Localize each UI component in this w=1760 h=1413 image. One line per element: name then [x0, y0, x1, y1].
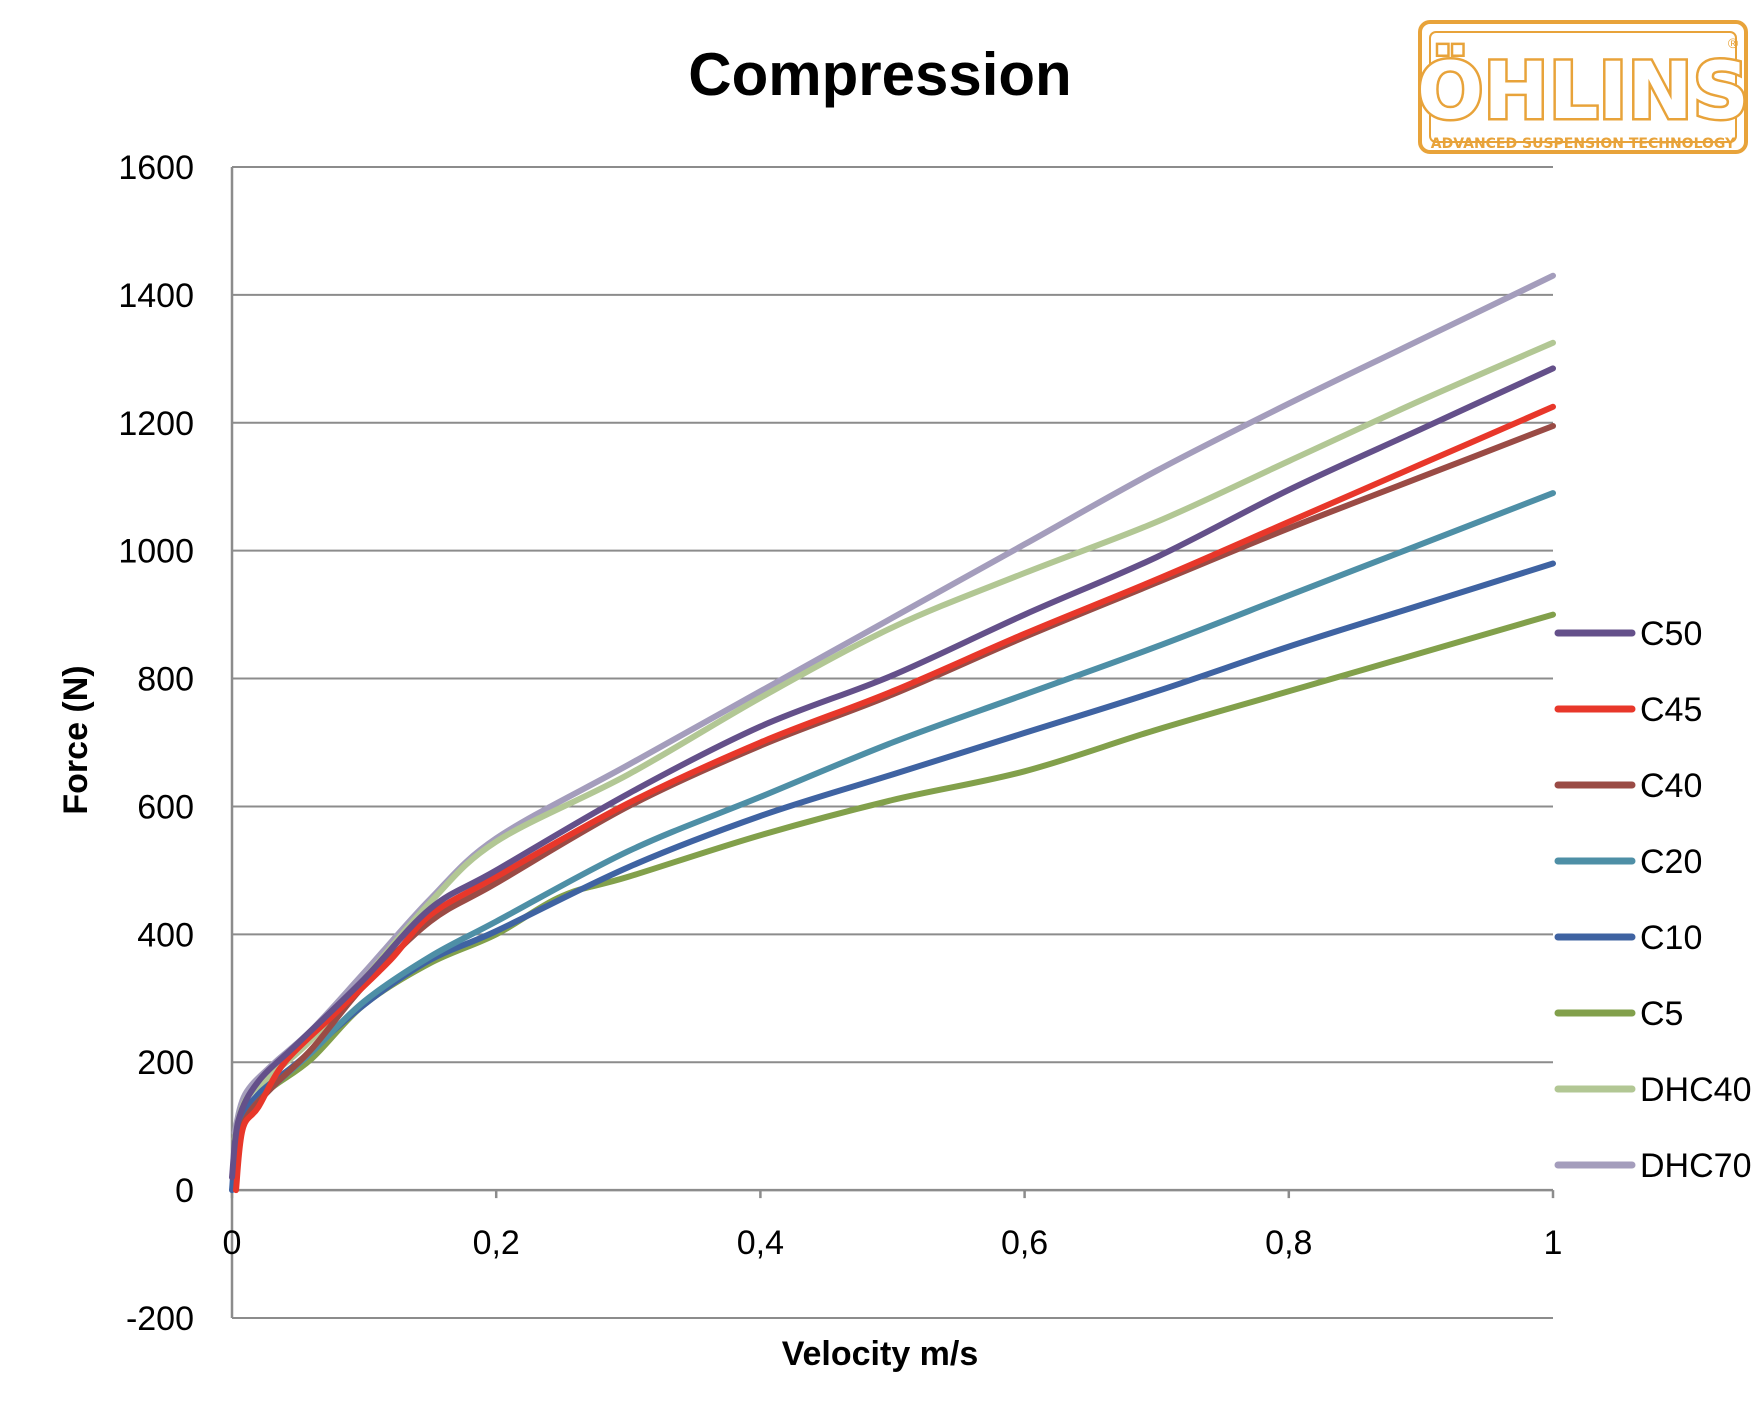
series-line-c10 — [229, 560, 1556, 1194]
series-line-c50 — [229, 365, 1556, 1181]
legend-label-c45: C45 — [1640, 691, 1702, 729]
series-line-c45 — [233, 403, 1556, 1194]
y-tick-label: 400 — [137, 916, 194, 954]
y-tick-label: 800 — [137, 661, 194, 699]
y-tick-label: 1400 — [118, 277, 194, 315]
series-line-dhc70 — [231, 272, 1556, 1136]
x-axis-title: Velocity m/s — [782, 1335, 979, 1373]
logo-brand: ÖHLINS — [1417, 45, 1749, 137]
y-tick-label: 1600 — [118, 149, 194, 187]
y-tick-label: 0 — [175, 1172, 194, 1210]
x-tick-label: 1 — [1544, 1224, 1563, 1262]
y-tick-label: 1000 — [118, 533, 194, 571]
legend-label-c5: C5 — [1640, 995, 1683, 1033]
legend-label-c40: C40 — [1640, 767, 1702, 805]
x-tick-label: 0 — [223, 1224, 242, 1262]
series-lines — [229, 272, 1556, 1194]
x-tick-label: 0,4 — [737, 1224, 784, 1262]
legend-label-dhc40: DHC40 — [1640, 1071, 1751, 1109]
legend: C50 C45 C40 C20 C10 C5 DHC40 DHC70 — [1554, 615, 1751, 1185]
series-line-dhc40 — [231, 339, 1556, 1142]
x-tick-label: 0,8 — [1265, 1224, 1312, 1262]
y-axis-title: Force (N) — [57, 665, 95, 814]
legend-label-c20: C20 — [1640, 843, 1702, 881]
series-line-c5 — [231, 611, 1556, 1162]
tick-labels: -200 0 200 400 600 800 1000 1200 1400 1600 0 0,2 0,4… — [118, 149, 1562, 1338]
logo-tagline: ADVANCED SUSPENSION TECHNOLOGY — [1431, 136, 1736, 152]
ohlins-logo: ÖHLINS ® ADVANCED SUSPENSION TECHNOLOGY — [1415, 20, 1751, 154]
y-tick-label: 600 — [137, 788, 194, 826]
series-line-c20 — [231, 490, 1556, 1168]
legend-label-dhc70: DHC70 — [1640, 1147, 1751, 1185]
x-tick-label: 0,6 — [1001, 1224, 1048, 1262]
chart-title: Compression — [688, 41, 1071, 108]
y-tick-label: 200 — [137, 1044, 194, 1082]
y-tick-label: -200 — [126, 1300, 194, 1338]
x-tick-label: 0,2 — [473, 1224, 520, 1262]
legend-label-c50: C50 — [1640, 615, 1702, 653]
logo-registered-mark: ® — [1728, 35, 1739, 51]
legend-label-c10: C10 — [1640, 919, 1702, 957]
grid-lines — [232, 166, 1553, 1319]
series-line-c40 — [233, 423, 1556, 1168]
y-tick-label: 1200 — [118, 405, 194, 443]
